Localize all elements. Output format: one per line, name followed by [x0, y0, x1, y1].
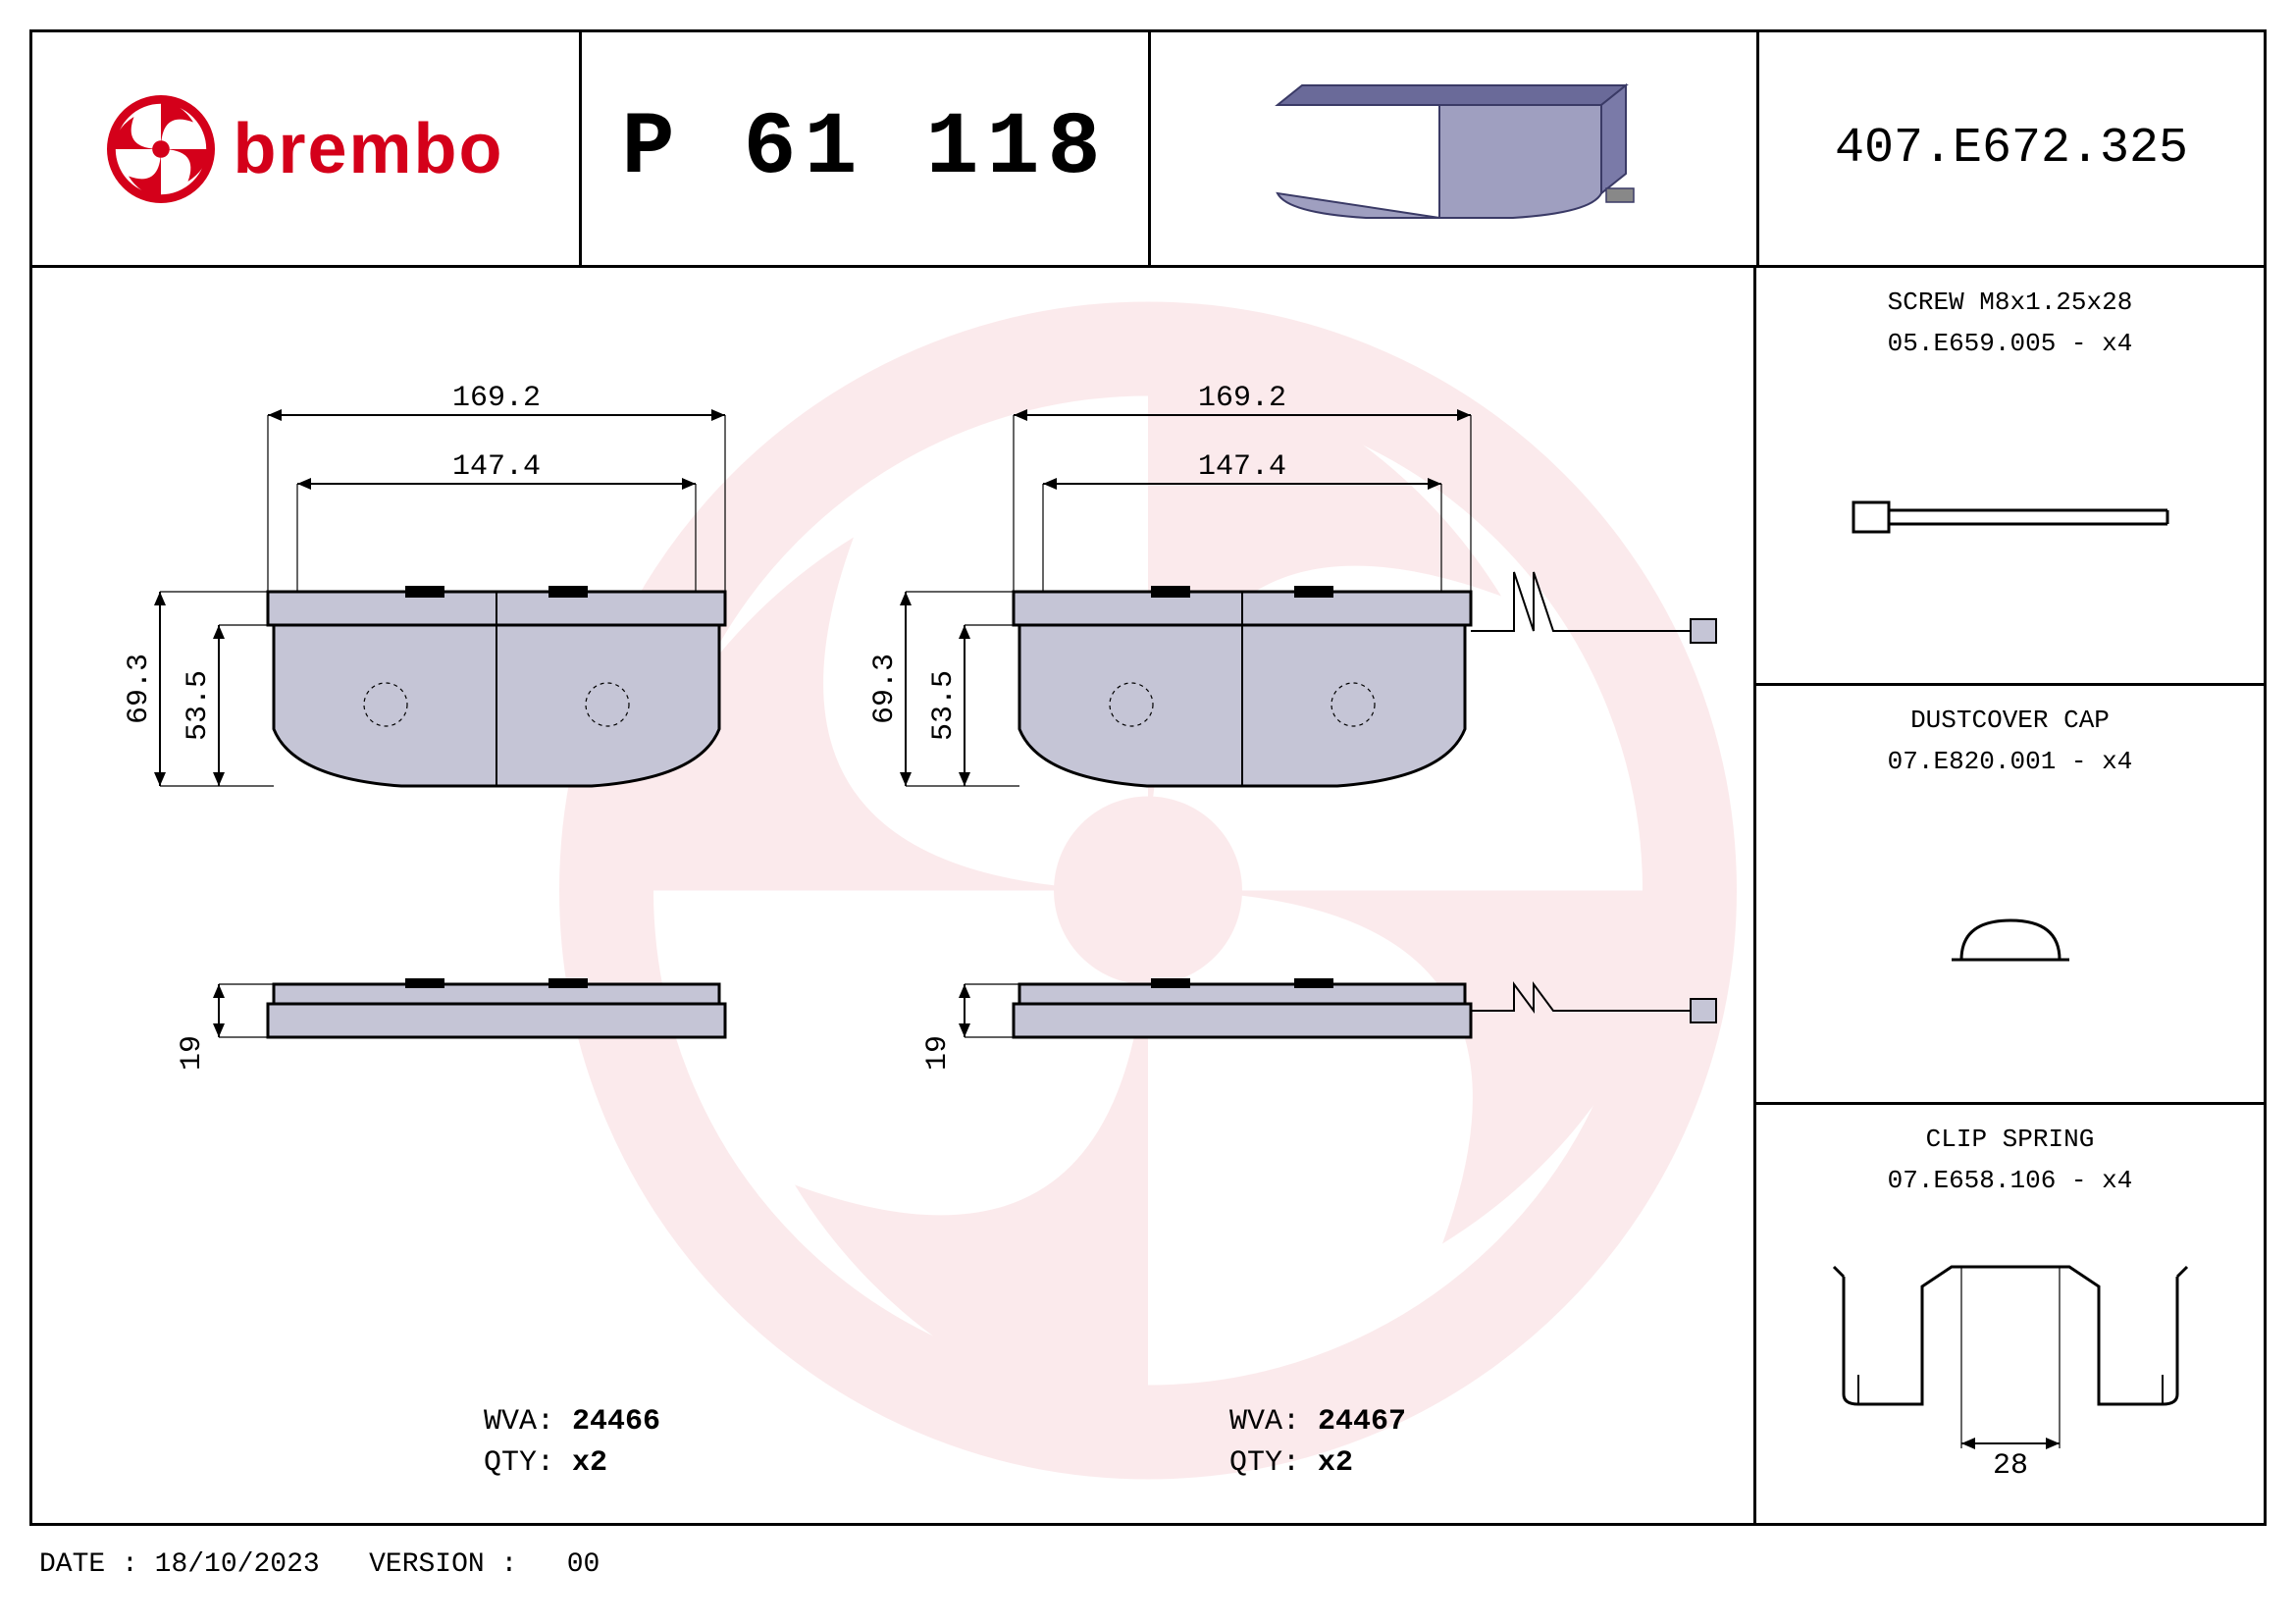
pad-render-cell [1151, 32, 1759, 268]
pad-3d-render-icon [1219, 56, 1690, 242]
wva-label: WVA: [1229, 1405, 1300, 1439]
drawing-sheet: brembo P 61 118 407.E672.325 [0, 0, 2296, 1624]
dim-width-outer: 169.2 [1198, 382, 1286, 415]
accessory-clip-spring: CLIP SPRING 07.E658.106 - x4 28 [1756, 1105, 2264, 1523]
wva-value: 24467 [1318, 1405, 1406, 1439]
footer-version-label: VERSION : [369, 1549, 517, 1580]
brand-cell: brembo [32, 32, 582, 268]
qty-label: QTY: [484, 1446, 554, 1480]
accessory-dustcover: DUSTCOVER CAP 07.E820.001 - x4 [1756, 686, 2264, 1104]
dim-clip-width: 28 [1992, 1449, 2027, 1483]
accessory-screw: SCREW M8x1.25x28 05.E659.005 - x4 [1756, 268, 2264, 686]
brembo-logo-icon [107, 95, 215, 203]
footer-meta: DATE : 18/10/2023 VERSION : 00 [39, 1549, 600, 1580]
accessory-title: DUSTCOVER CAP [1910, 706, 2110, 735]
footer-date-label: DATE : [39, 1549, 138, 1580]
qty-value: x2 [1318, 1446, 1353, 1480]
dim-width-inner: 147.4 [452, 450, 541, 484]
main-drawing-area: 169.2 147.4 69.3 [32, 268, 1753, 1523]
clip-spring-icon: 28 [1804, 1228, 2217, 1483]
accessory-title: SCREW M8x1.25x28 [1888, 288, 2133, 317]
footer-date: 18/10/2023 [155, 1549, 320, 1580]
dim-thickness: 19 [921, 1035, 955, 1071]
accessory-code: 07.E820.001 - x4 [1888, 747, 2133, 776]
drawing-frame: brembo P 61 118 407.E672.325 [29, 29, 2267, 1526]
dim-width-inner: 147.4 [1198, 450, 1286, 484]
brand-name: brembo [233, 109, 503, 189]
drawing-number-cell: 407.E672.325 [1759, 32, 2264, 268]
pad-right-front-view: 169.2 147.4 6 [847, 376, 1730, 906]
part-number-cell: P 61 118 [582, 32, 1151, 268]
qty-value: x2 [572, 1446, 607, 1480]
footer-version: 00 [567, 1549, 600, 1580]
pad-left-top-view: 19 [101, 935, 808, 1092]
dim-thickness: 19 [176, 1035, 209, 1071]
dustcover-icon [1932, 891, 2089, 979]
part-number: P 61 118 [621, 99, 1108, 199]
accessory-column: SCREW M8x1.25x28 05.E659.005 - x4 DUSTCO… [1753, 268, 2264, 1523]
dim-height-inner: 53.5 [182, 670, 215, 741]
accessory-code: 05.E659.005 - x4 [1888, 329, 2133, 358]
header-row: brembo P 61 118 407.E672.325 [32, 32, 2264, 268]
wva-label: WVA: [484, 1405, 554, 1439]
wva-block-right: WVA: 24467 QTY: x2 [1229, 1401, 1406, 1484]
accessory-title: CLIP SPRING [1926, 1125, 2095, 1154]
qty-label: QTY: [1229, 1446, 1300, 1480]
dim-height-outer: 69.3 [123, 654, 156, 724]
dim-width-outer: 169.2 [452, 382, 541, 415]
screw-icon [1834, 483, 2187, 551]
accessory-code: 07.E658.106 - x4 [1888, 1166, 2133, 1195]
dim-height-outer: 69.3 [868, 654, 902, 724]
drawing-number: 407.E672.325 [1835, 121, 2188, 177]
wva-block-left: WVA: 24466 QTY: x2 [484, 1401, 660, 1484]
pad-left-front-view: 169.2 147.4 69.3 [101, 376, 808, 906]
pad-right-top-view: 19 [847, 935, 1730, 1092]
wva-value: 24466 [572, 1405, 660, 1439]
dim-height-inner: 53.5 [927, 670, 961, 741]
